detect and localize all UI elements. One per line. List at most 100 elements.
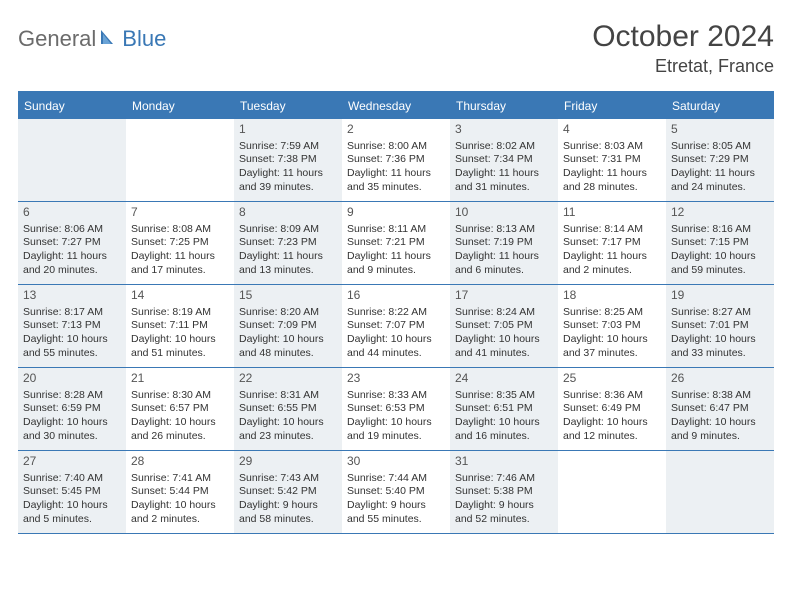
daylight2-text: and 48 minutes.	[239, 347, 337, 361]
sunset-text: Sunset: 6:55 PM	[239, 402, 337, 416]
sunset-text: Sunset: 7:01 PM	[671, 319, 769, 333]
day-number: 18	[563, 288, 661, 304]
day-number: 16	[347, 288, 445, 304]
daylight1-text: Daylight: 10 hours	[563, 416, 661, 430]
sunrise-text: Sunrise: 8:17 AM	[23, 306, 121, 320]
daylight2-text: and 19 minutes.	[347, 430, 445, 444]
daylight1-text: Daylight: 10 hours	[23, 333, 121, 347]
day-number: 31	[455, 454, 553, 470]
daylight2-text: and 24 minutes.	[671, 181, 769, 195]
day-number: 11	[563, 205, 661, 221]
calendar-cell: 20Sunrise: 8:28 AMSunset: 6:59 PMDayligh…	[18, 368, 126, 450]
logo-text-blue: Blue	[122, 26, 166, 52]
calendar-cell: 12 Sunrise: 8:16 AMSunset: 7:15 PMDayligh…	[666, 202, 774, 284]
daylight1-text: Daylight: 11 hours	[455, 167, 553, 181]
day-header: Sunday	[18, 93, 126, 119]
sunset-text: Sunset: 7:07 PM	[347, 319, 445, 333]
day-number: 9	[347, 205, 445, 221]
sunset-text: Sunset: 7:34 PM	[455, 153, 553, 167]
sunset-text: Sunset: 6:53 PM	[347, 402, 445, 416]
daylight2-text: and 20 minutes.	[23, 264, 121, 278]
sunrise-text: Sunrise: 8:27 AM	[671, 306, 769, 320]
day-number: 8	[239, 205, 337, 221]
daylight1-text: Daylight: 11 hours	[563, 250, 661, 264]
day-header: Wednesday	[342, 93, 450, 119]
sunrise-text: Sunrise: 7:46 AM	[455, 472, 553, 486]
daylight1-text: Daylight: 11 hours	[347, 167, 445, 181]
day-number: 22	[239, 371, 337, 387]
sunrise-text: Sunrise: 8:20 AM	[239, 306, 337, 320]
sunrise-text: Sunrise: 8:25 AM	[563, 306, 661, 320]
sunrise-text: Sunrise: 8:35 AM	[455, 389, 553, 403]
sunrise-text: Sunrise: 8:38 AM	[671, 389, 769, 403]
calendar-cell	[666, 451, 774, 533]
daylight1-text: Daylight: 9 hours	[239, 499, 337, 513]
week-row: 6Sunrise: 8:06 AMSunset: 7:27 PMDaylight…	[18, 202, 774, 285]
daylight1-text: Daylight: 10 hours	[239, 416, 337, 430]
daylight2-text: and 35 minutes.	[347, 181, 445, 195]
day-number: 10	[455, 205, 553, 221]
sunset-text: Sunset: 7:31 PM	[563, 153, 661, 167]
daylight1-text: Daylight: 11 hours	[455, 250, 553, 264]
day-number: 29	[239, 454, 337, 470]
day-number: 20	[23, 371, 121, 387]
sunrise-text: Sunrise: 8:28 AM	[23, 389, 121, 403]
calendar-cell: 13Sunrise: 8:17 AMSunset: 7:13 PMDayligh…	[18, 285, 126, 367]
calendar-cell: 3Sunrise: 8:02 AMSunset: 7:34 PMDaylight…	[450, 119, 558, 201]
calendar-cell	[18, 119, 126, 201]
calendar-cell: 2Sunrise: 8:00 AMSunset: 7:36 PMDaylight…	[342, 119, 450, 201]
daylight2-text: and 30 minutes.	[23, 430, 121, 444]
sunset-text: Sunset: 5:44 PM	[131, 485, 229, 499]
calendar-cell: 10Sunrise: 8:13 AMSunset: 7:19 PMDayligh…	[450, 202, 558, 284]
day-number: 1	[239, 122, 337, 138]
location: Etretat, France	[592, 56, 774, 77]
sunset-text: Sunset: 7:21 PM	[347, 236, 445, 250]
sunrise-text: Sunrise: 8:09 AM	[239, 223, 337, 237]
sunset-text: Sunset: 5:45 PM	[23, 485, 121, 499]
day-number: 25	[563, 371, 661, 387]
daylight2-text: and 55 minutes.	[347, 513, 445, 527]
day-header: Thursday	[450, 93, 558, 119]
day-number: 12	[671, 205, 769, 221]
daylight1-text: Daylight: 10 hours	[347, 333, 445, 347]
day-number: 28	[131, 454, 229, 470]
sunset-text: Sunset: 7:38 PM	[239, 153, 337, 167]
sunrise-text: Sunrise: 8:06 AM	[23, 223, 121, 237]
daylight2-text: and 44 minutes.	[347, 347, 445, 361]
calendar-cell: 15Sunrise: 8:20 AMSunset: 7:09 PMDayligh…	[234, 285, 342, 367]
daylight1-text: Daylight: 10 hours	[23, 416, 121, 430]
day-header: Saturday	[666, 93, 774, 119]
sunrise-text: Sunrise: 8:30 AM	[131, 389, 229, 403]
day-number: 27	[23, 454, 121, 470]
daylight2-text: and 5 minutes.	[23, 513, 121, 527]
sunrise-text: Sunrise: 8:00 AM	[347, 140, 445, 154]
sunrise-text: Sunrise: 8:11 AM	[347, 223, 445, 237]
calendar-cell: 5Sunrise: 8:05 AMSunset: 7:29 PMDaylight…	[666, 119, 774, 201]
calendar-cell	[126, 119, 234, 201]
calendar-cell: 9Sunrise: 8:11 AMSunset: 7:21 PMDaylight…	[342, 202, 450, 284]
sunrise-text: Sunrise: 8:03 AM	[563, 140, 661, 154]
sunrise-text: Sunrise: 8:16 AM	[671, 223, 769, 237]
calendar-cell: 18Sunrise: 8:25 AMSunset: 7:03 PMDayligh…	[558, 285, 666, 367]
calendar-cell: 23Sunrise: 8:33 AMSunset: 6:53 PMDayligh…	[342, 368, 450, 450]
week-row: 13Sunrise: 8:17 AMSunset: 7:13 PMDayligh…	[18, 285, 774, 368]
daylight2-text: and 28 minutes.	[563, 181, 661, 195]
calendar-cell	[558, 451, 666, 533]
sunset-text: Sunset: 5:42 PM	[239, 485, 337, 499]
calendar-cell: 26Sunrise: 8:38 AMSunset: 6:47 PMDayligh…	[666, 368, 774, 450]
daylight1-text: Daylight: 10 hours	[23, 499, 121, 513]
sunset-text: Sunset: 5:38 PM	[455, 485, 553, 499]
daylight1-text: Daylight: 10 hours	[239, 333, 337, 347]
daylight2-text: and 12 minutes.	[563, 430, 661, 444]
sunrise-text: Sunrise: 8:19 AM	[131, 306, 229, 320]
sunset-text: Sunset: 7:15 PM	[671, 236, 769, 250]
daylight1-text: Daylight: 9 hours	[455, 499, 553, 513]
sunset-text: Sunset: 7:03 PM	[563, 319, 661, 333]
day-number: 2	[347, 122, 445, 138]
calendar-cell: 4Sunrise: 8:03 AMSunset: 7:31 PMDaylight…	[558, 119, 666, 201]
calendar: Sunday Monday Tuesday Wednesday Thursday…	[18, 91, 774, 534]
daylight1-text: Daylight: 10 hours	[671, 250, 769, 264]
sunrise-text: Sunrise: 8:36 AM	[563, 389, 661, 403]
day-number: 23	[347, 371, 445, 387]
calendar-cell: 14Sunrise: 8:19 AMSunset: 7:11 PMDayligh…	[126, 285, 234, 367]
